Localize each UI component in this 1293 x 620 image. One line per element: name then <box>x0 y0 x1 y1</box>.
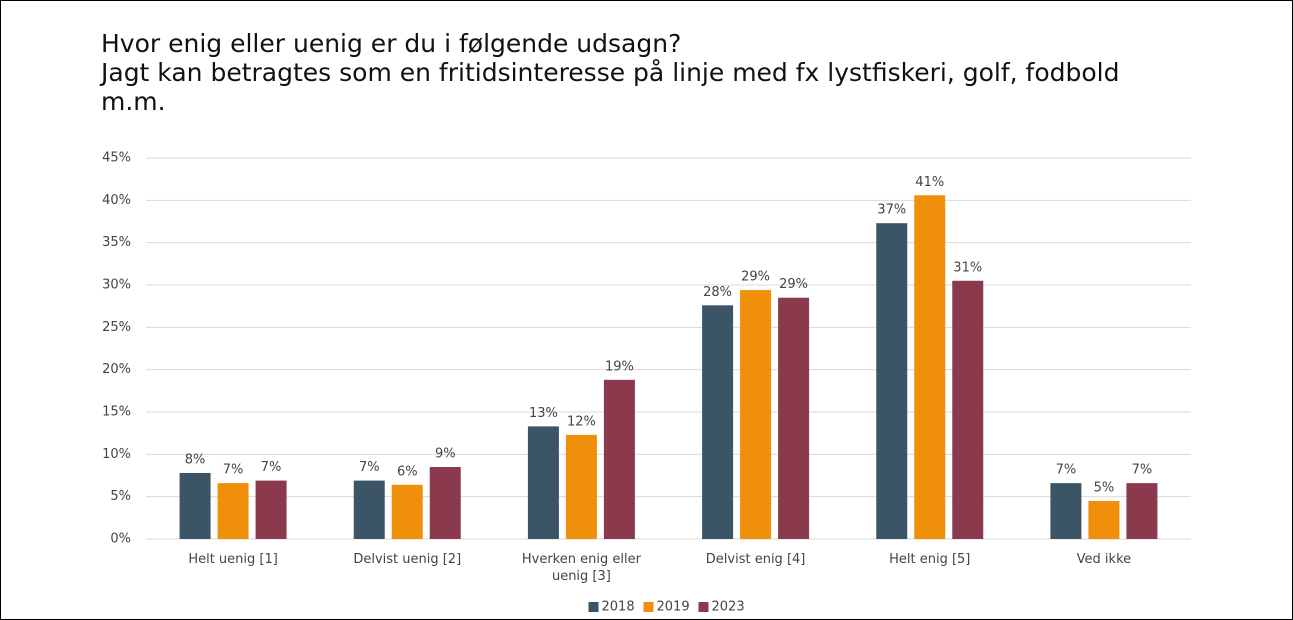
value-label: 12% <box>567 414 596 429</box>
bar <box>1050 483 1082 539</box>
bar <box>429 467 461 539</box>
bar <box>391 484 423 539</box>
value-label: 19% <box>605 359 634 374</box>
legend-label: 2018 <box>602 600 635 615</box>
value-label: 5% <box>1094 480 1115 495</box>
x-tick-label: Helt enig [5] <box>889 552 971 567</box>
bar <box>353 480 385 539</box>
value-label: 9% <box>435 447 456 462</box>
bar <box>778 297 810 539</box>
y-tick-label: 40% <box>102 193 131 208</box>
y-tick-label: 30% <box>102 278 131 293</box>
y-tick-label: 45% <box>102 151 131 166</box>
bar <box>702 305 734 539</box>
bar <box>527 426 559 539</box>
value-label: 7% <box>1056 463 1077 478</box>
bar <box>565 434 597 539</box>
bar <box>179 472 211 539</box>
bar <box>952 280 984 539</box>
chart-title: Hvor enig eller uenig er du i følgende u… <box>101 29 682 58</box>
x-tick-label: Ved ikke <box>1076 552 1132 567</box>
value-label: 7% <box>261 460 282 475</box>
y-tick-label: 15% <box>102 405 131 420</box>
bar <box>740 290 772 539</box>
titles: Hvor enig eller uenig er du i følgende u… <box>101 29 1161 116</box>
legend-swatch <box>698 602 709 612</box>
legend-swatch <box>643 602 654 612</box>
bar <box>1088 500 1120 539</box>
value-label: 13% <box>529 406 558 421</box>
bar <box>603 379 635 539</box>
bar <box>1126 483 1158 539</box>
value-label: 7% <box>223 463 244 478</box>
y-tick-label: 10% <box>102 447 131 462</box>
value-label: 29% <box>741 270 770 285</box>
chart-subtitle: Jagt kan betragtes som en fritidsinteres… <box>101 58 1120 116</box>
value-label: 31% <box>953 260 982 275</box>
y-tick-label: 35% <box>102 235 131 250</box>
bar <box>914 195 946 539</box>
legend-label: 2023 <box>712 600 745 615</box>
value-label: 29% <box>779 277 808 292</box>
value-label: 28% <box>703 285 732 300</box>
x-tick-label: Delvist uenig [2] <box>353 552 462 567</box>
bar <box>876 223 908 539</box>
value-label: 8% <box>185 452 206 467</box>
x-tick-label: Hverken enig eller uenig [3] <box>521 552 641 584</box>
bar <box>255 480 287 539</box>
value-label: 37% <box>877 203 906 218</box>
y-tick-label: 5% <box>110 489 131 504</box>
value-label: 7% <box>1132 463 1153 478</box>
y-tick-label: 0% <box>110 532 131 547</box>
y-tick-label: 25% <box>102 320 131 335</box>
x-tick-label: Helt uenig [1] <box>188 552 278 567</box>
value-label: 6% <box>397 464 418 479</box>
x-tick-label: Delvist enig [4] <box>705 552 806 567</box>
legend-swatch <box>588 602 599 612</box>
value-label: 7% <box>359 460 380 475</box>
legend-label: 2019 <box>657 600 690 615</box>
y-tick-label: 20% <box>102 362 131 377</box>
value-label: 41% <box>915 175 944 190</box>
bar <box>217 483 249 539</box>
